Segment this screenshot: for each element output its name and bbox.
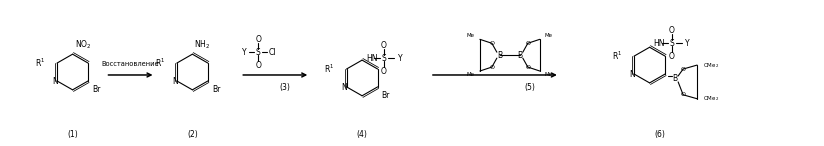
Text: S: S xyxy=(256,48,260,57)
Text: O: O xyxy=(382,41,387,50)
Text: S: S xyxy=(669,39,674,48)
Text: Y: Y xyxy=(398,54,402,63)
Text: CMe$_2$: CMe$_2$ xyxy=(703,61,719,69)
Text: NH$_2$: NH$_2$ xyxy=(194,38,211,51)
Text: O: O xyxy=(255,35,261,44)
Text: Br: Br xyxy=(92,85,101,94)
Text: N: N xyxy=(172,77,178,86)
Text: Восстановление: Восстановление xyxy=(101,61,159,67)
Text: NO$_2$: NO$_2$ xyxy=(74,38,91,51)
Text: O: O xyxy=(681,92,686,97)
Text: (4): (4) xyxy=(357,130,368,139)
Text: O: O xyxy=(526,65,531,69)
Text: (1): (1) xyxy=(68,130,78,139)
Text: (6): (6) xyxy=(654,130,665,139)
Text: Me: Me xyxy=(467,33,475,38)
Text: Y: Y xyxy=(686,39,690,48)
Text: HN: HN xyxy=(653,39,665,48)
Text: O: O xyxy=(526,41,531,46)
Text: R$^1$: R$^1$ xyxy=(35,57,45,69)
Text: Me: Me xyxy=(545,72,553,78)
Text: (5): (5) xyxy=(524,83,536,92)
Text: (3): (3) xyxy=(280,83,291,92)
Text: Y: Y xyxy=(242,48,246,57)
Text: (2): (2) xyxy=(187,130,198,139)
Text: Br: Br xyxy=(212,85,220,94)
Text: N: N xyxy=(52,77,58,86)
Text: R$^1$: R$^1$ xyxy=(325,63,335,75)
Text: O: O xyxy=(668,26,675,35)
Text: CMe$_2$: CMe$_2$ xyxy=(703,94,719,103)
Text: O: O xyxy=(681,67,686,72)
Text: Br: Br xyxy=(382,91,390,100)
Text: O: O xyxy=(489,41,494,46)
Text: R$^1$: R$^1$ xyxy=(155,57,165,69)
Text: B: B xyxy=(517,51,522,60)
Text: B: B xyxy=(498,51,503,60)
Text: O: O xyxy=(255,61,261,70)
Text: S: S xyxy=(382,54,386,63)
Text: HN: HN xyxy=(366,54,377,63)
Text: N: N xyxy=(630,71,635,79)
Text: Cl: Cl xyxy=(269,48,276,57)
Text: B: B xyxy=(672,74,677,84)
Text: O: O xyxy=(489,65,494,69)
Text: R$^1$: R$^1$ xyxy=(611,50,622,62)
Text: O: O xyxy=(382,67,387,75)
Text: Me: Me xyxy=(467,72,475,78)
Text: Me: Me xyxy=(545,33,553,38)
Text: O: O xyxy=(668,52,675,61)
Text: N: N xyxy=(342,83,348,92)
